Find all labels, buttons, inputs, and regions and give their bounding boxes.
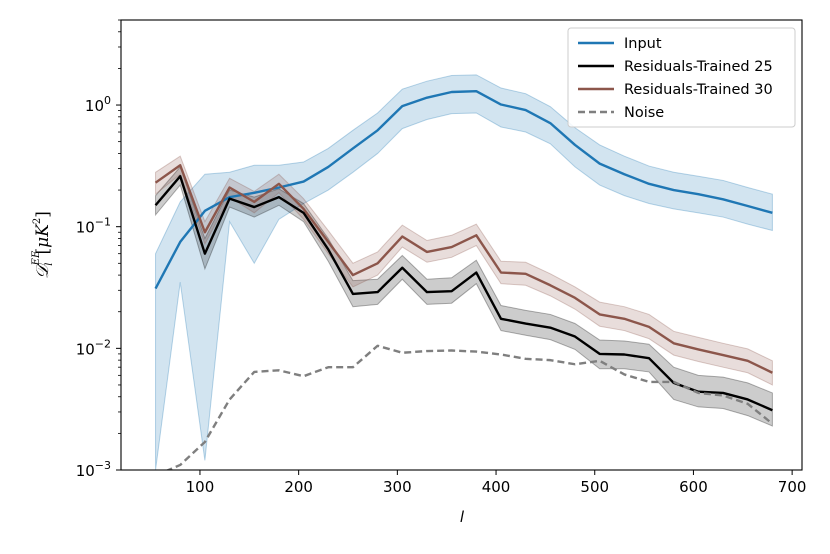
series-lines (154, 89, 774, 470)
x-tick-label: 500 (580, 478, 609, 496)
confidence-bands (155, 74, 773, 470)
legend-label-residuals-30: Residuals-Trained 30 (624, 82, 773, 98)
x-tick-label: 600 (679, 478, 708, 496)
legend-label-noise: Noise (624, 105, 664, 121)
y-tick-label: 100 (85, 94, 111, 115)
x-tick-label: 100 (186, 478, 215, 496)
line-input (154, 89, 773, 290)
legend-label-residuals-25: Residuals-Trained 25 (624, 59, 773, 75)
x-axis-label: l (460, 508, 465, 526)
y-axis-label: 𝒟EE l[μK2] (31, 211, 55, 279)
line-noise (165, 344, 774, 470)
y-tick-label: 10−3 (76, 459, 111, 480)
band-input (155, 74, 773, 470)
y-tick-label: 10−1 (76, 216, 111, 237)
legend-frame (567, 27, 796, 128)
band-residuals-trained-25 (155, 165, 773, 427)
y-axis: 10−3 10−2 10−1 100 (76, 19, 121, 480)
x-tick-label: 300 (383, 478, 412, 496)
x-tick-label: 400 (482, 478, 511, 496)
x-tick-label: 200 (284, 478, 313, 496)
line-residuals-trained-30 (154, 164, 773, 374)
plot-frame (120, 19, 803, 471)
legend-label-input: Input (624, 36, 662, 52)
band-residuals-trained-30 (155, 155, 773, 386)
line-residuals-trained-25 (154, 175, 773, 412)
legend: Input Residuals-Trained 25 Residuals-Tra… (567, 27, 796, 128)
x-tick-label: 700 (778, 478, 807, 496)
x-axis: 100 200 300 400 500 600 700 (186, 470, 807, 496)
y-tick-label: 10−2 (76, 337, 111, 358)
